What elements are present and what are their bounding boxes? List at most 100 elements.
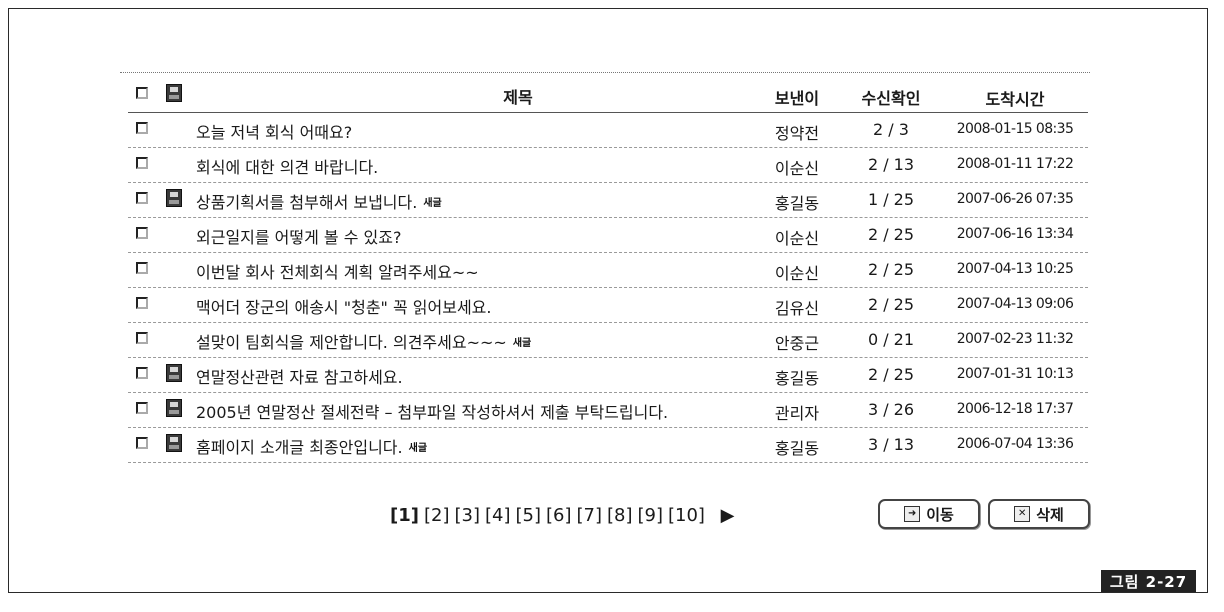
select-all-checkbox[interactable] bbox=[136, 87, 148, 99]
receipt-cell: 1 / 25 bbox=[867, 190, 915, 209]
arrival-cell: 2007-01-31 10:13 bbox=[956, 366, 1074, 382]
sender-cell: 이순신 bbox=[774, 229, 820, 248]
delete-button[interactable]: ✕ 삭제 bbox=[988, 499, 1090, 529]
new-badge: 새글 bbox=[423, 198, 442, 209]
arrival-cell: 2007-06-26 07:35 bbox=[956, 191, 1074, 207]
attachment-icon bbox=[166, 399, 182, 417]
message-title-link[interactable]: 이번달 회사 전체회식 계획 알려주세요~~ bbox=[196, 259, 479, 283]
attachment-icon bbox=[166, 189, 182, 207]
message-title: 외근일지를 어떻게 볼 수 있죠? bbox=[196, 228, 402, 247]
table-row[interactable]: 맥어더 장군의 애송시 "청춘" 꼭 읽어보세요. 김유신 2 / 25 2007-0… bbox=[128, 288, 1088, 323]
row-checkbox[interactable] bbox=[136, 192, 148, 204]
page-link[interactable]: [7] bbox=[576, 505, 602, 526]
message-title-link[interactable]: 맥어더 장군의 애송시 "청춘" 꼭 읽어보세요. bbox=[196, 294, 491, 318]
arrival-cell: 2008-01-15 08:35 bbox=[956, 121, 1074, 137]
sender-cell: 홍길동 bbox=[774, 194, 820, 213]
page-link[interactable]: [9] bbox=[637, 505, 663, 526]
page-link[interactable]: [2] bbox=[423, 505, 450, 526]
arrival-cell: 2007-04-13 09:06 bbox=[956, 296, 1074, 312]
message-title-link[interactable]: 2005년 연말정산 절세전략 – 첨부파일 작성하셔서 제출 부탁드립니다. bbox=[196, 399, 668, 423]
row-checkbox[interactable] bbox=[136, 367, 148, 379]
header-title: 제목 bbox=[503, 88, 533, 107]
new-badge: 새글 bbox=[408, 443, 428, 454]
table-row[interactable]: 회식에 대한 의견 바랍니다. 이순신 2 / 13 2008-01-11 17:22 bbox=[128, 148, 1088, 183]
figure-frame bbox=[8, 8, 1208, 593]
header-receipt: 수신확인 bbox=[861, 89, 921, 108]
table-row[interactable]: 2005년 연말정산 절세전략 – 첨부파일 작성하셔서 제출 부탁드립니다. 관… bbox=[128, 393, 1088, 428]
move-button[interactable]: ➜ 이동 bbox=[878, 499, 980, 529]
receipt-cell: 3 / 13 bbox=[867, 435, 915, 454]
arrival-cell: 2007-06-16 13:34 bbox=[956, 226, 1074, 242]
new-badge: 새글 bbox=[512, 338, 532, 349]
receipt-cell: 3 / 26 bbox=[867, 400, 915, 419]
arrival-cell: 2007-04-13 10:25 bbox=[956, 261, 1074, 277]
receipt-cell: 2 / 25 bbox=[867, 260, 915, 279]
message-title-link[interactable]: 홈페이지 소개글 최종안입니다. 새글 bbox=[196, 434, 427, 458]
page-link[interactable]: [5] bbox=[515, 505, 541, 526]
receipt-cell: 2 / 25 bbox=[867, 365, 915, 384]
row-checkbox[interactable] bbox=[136, 297, 148, 309]
sender-cell: 정약전 bbox=[774, 124, 820, 143]
page-link[interactable]: [1] bbox=[390, 505, 419, 526]
row-checkbox[interactable] bbox=[136, 227, 148, 239]
next-page-arrow[interactable]: ▶ bbox=[720, 505, 735, 526]
page-link[interactable]: [4] bbox=[484, 505, 511, 526]
row-checkbox[interactable] bbox=[136, 262, 148, 274]
table-row[interactable]: 연말정산관련 자료 참고하세요. 홍길동 2 / 25 2007-01-31 10:1… bbox=[128, 358, 1088, 393]
message-title-link[interactable]: 상품기획서를 첨부해서 보냅니다. 새글 bbox=[196, 189, 442, 213]
table-row[interactable]: 상품기획서를 첨부해서 보냅니다. 새글 홍길동 1 / 25 2007-06-26 0… bbox=[128, 183, 1088, 218]
message-title: 설맞이 팀회식을 제안합니다. 의견주세요~~~ bbox=[196, 333, 507, 352]
row-checkbox[interactable] bbox=[136, 402, 148, 414]
message-title: 맥어더 장군의 애송시 "청춘" 꼭 읽어보세요. bbox=[196, 298, 492, 317]
figure-caption: 그림 2-27 bbox=[1101, 570, 1196, 592]
arrival-cell: 2007-02-23 11:32 bbox=[956, 331, 1074, 347]
message-title: 이번달 회사 전체회식 계획 알려주세요~~ bbox=[196, 263, 479, 282]
header-sender: 보낸이 bbox=[774, 89, 820, 108]
row-checkbox[interactable] bbox=[136, 332, 148, 344]
message-title: 회식에 대한 의견 바랍니다. bbox=[196, 158, 379, 177]
message-title-link[interactable]: 오늘 저녁 회식 어때요? bbox=[196, 119, 352, 143]
attachment-header-icon bbox=[166, 84, 182, 102]
arrival-cell: 2006-12-18 17:37 bbox=[956, 401, 1074, 417]
receipt-cell: 2 / 25 bbox=[867, 295, 915, 314]
sender-cell: 이순신 bbox=[774, 264, 820, 283]
attachment-icon bbox=[166, 434, 182, 452]
sender-cell: 홍길동 bbox=[774, 369, 820, 388]
table-row[interactable]: 홈페이지 소개글 최종안입니다. 새글 홍길동 3 / 13 2006-07-04 13… bbox=[128, 428, 1088, 463]
page-link[interactable]: [3] bbox=[454, 505, 480, 526]
table-row[interactable]: 오늘 저녁 회식 어때요? 정약전 2 / 3 2008-01-15 08:35 bbox=[128, 113, 1088, 148]
page-links: [1] [2] [3] [4] [5] [6] [7] [8] [9] [10] bbox=[390, 505, 710, 526]
page-link[interactable]: [8] bbox=[606, 505, 633, 526]
delete-button-label: 삭제 bbox=[1036, 505, 1064, 524]
page-link[interactable]: [10] bbox=[667, 505, 705, 526]
sender-cell: 안중근 bbox=[774, 334, 820, 353]
message-title: 연말정산관련 자료 참고하세요. bbox=[196, 368, 403, 387]
receipt-cell: 0 / 21 bbox=[867, 330, 915, 349]
delete-icon: ✕ bbox=[1014, 506, 1031, 522]
message-title-link[interactable]: 설맞이 팀회식을 제안합니다. 의견주세요~~~ 새글 bbox=[196, 329, 531, 353]
receipt-cell: 2 / 13 bbox=[867, 155, 915, 174]
table-row[interactable]: 이번달 회사 전체회식 계획 알려주세요~~ 이순신 2 / 25 2007-04-1… bbox=[128, 253, 1088, 288]
table-row[interactable]: 외근일지를 어떻게 볼 수 있죠? 이순신 2 / 25 2007-06-16 13:… bbox=[128, 218, 1088, 253]
message-title: 홈페이지 소개글 최종안입니다. bbox=[196, 438, 403, 457]
row-checkbox[interactable] bbox=[136, 122, 148, 134]
sender-cell: 김유신 bbox=[774, 299, 820, 318]
pagination: [1] [2] [3] [4] [5] [6] [7] [8] [9] [10] ▶ bbox=[390, 505, 740, 526]
message-title: 오늘 저녁 회식 어때요? bbox=[196, 123, 353, 142]
receipt-cell: 2 / 3 bbox=[873, 120, 909, 139]
top-divider bbox=[120, 72, 1090, 73]
move-icon: ➜ bbox=[904, 506, 921, 522]
message-title-link[interactable]: 회식에 대한 의견 바랍니다. bbox=[196, 154, 378, 178]
table-row[interactable]: 설맞이 팀회식을 제안합니다. 의견주세요~~~ 새글 안중근 0 / 21 2007-… bbox=[128, 323, 1088, 358]
message-title-link[interactable]: 연말정산관련 자료 참고하세요. bbox=[196, 364, 403, 388]
arrival-cell: 2006-07-04 13:36 bbox=[956, 436, 1074, 452]
move-button-label: 이동 bbox=[926, 505, 954, 524]
page-link[interactable]: [6] bbox=[545, 505, 572, 526]
table-header: 제목 보낸이 수신확인 도착시간 bbox=[128, 78, 1088, 113]
message-title: 2005년 연말정산 절세전략 – 첨부파일 작성하셔서 제출 부탁드립니다. bbox=[196, 403, 669, 422]
row-checkbox[interactable] bbox=[136, 157, 148, 169]
message-title: 상품기획서를 첨부해서 보냅니다. bbox=[196, 193, 418, 212]
message-title-link[interactable]: 외근일지를 어떻게 볼 수 있죠? bbox=[196, 224, 401, 248]
row-checkbox[interactable] bbox=[136, 437, 148, 449]
sender-cell: 이순신 bbox=[774, 159, 820, 178]
